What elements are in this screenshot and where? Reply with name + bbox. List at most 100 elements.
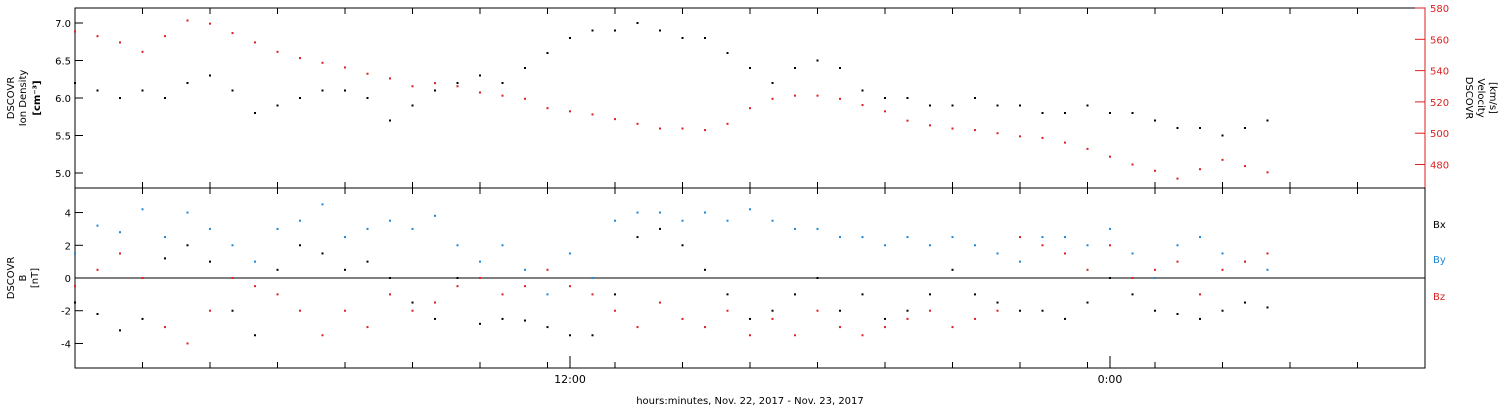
time-tick-label: 0:00 [1098, 373, 1123, 386]
by-point [276, 227, 279, 230]
density-point [569, 37, 571, 39]
bx-point [1064, 317, 1066, 320]
bz-point [546, 268, 549, 271]
density-point [546, 52, 549, 54]
bz-point [884, 326, 886, 329]
velocity-tick-label: 480 [1430, 161, 1449, 172]
bz-point [254, 285, 256, 288]
velocity-point [141, 50, 144, 53]
density-point [479, 74, 481, 77]
bz-point [164, 326, 166, 329]
density-point [704, 37, 706, 39]
bz-point [951, 326, 954, 329]
by-point [1019, 260, 1021, 263]
density-point [321, 89, 324, 92]
bx-point [344, 268, 346, 271]
velocity-point [546, 107, 549, 110]
bz-point [569, 285, 571, 288]
density-point [1176, 127, 1179, 129]
bz-point [771, 317, 774, 320]
density-point [1064, 112, 1066, 114]
velocity-point [276, 50, 279, 53]
velocity-point [1199, 168, 1201, 171]
bx-point [119, 329, 121, 332]
density-point [659, 29, 661, 32]
bx-point [1176, 313, 1179, 315]
velocity-point [906, 119, 909, 122]
b-axis-label-line-2: B [18, 274, 29, 281]
by-point [141, 208, 144, 211]
velocity-point [591, 113, 594, 116]
bz-point [906, 317, 909, 320]
density-point [1266, 119, 1269, 122]
bz-point [1019, 236, 1021, 239]
by-point [524, 268, 526, 271]
density-axis-label-line-3: [cm⁻³] [32, 80, 43, 115]
velocity-point [501, 94, 504, 97]
bx-point [816, 277, 819, 279]
density-point [1086, 104, 1089, 107]
velocity-point [929, 124, 931, 127]
bottom-series-group [74, 203, 1269, 345]
density-point [839, 67, 841, 69]
bz-point [209, 309, 211, 312]
velocity-point [704, 129, 706, 132]
bz-point [1266, 252, 1269, 255]
density-point [389, 119, 391, 122]
bx-point [614, 293, 616, 296]
top-panel-frame [74, 7, 1426, 189]
bz-point [141, 277, 144, 279]
bx-point [681, 244, 684, 247]
bx-point [299, 244, 301, 247]
velocity-point [749, 107, 751, 110]
density-point [344, 89, 346, 92]
velocity-point [839, 97, 841, 100]
bx-point [1221, 309, 1224, 312]
by-point [434, 214, 436, 217]
bz-point [276, 293, 279, 296]
by-point [389, 219, 391, 222]
bx-point [434, 317, 436, 320]
by-point [771, 219, 774, 222]
density-tick-label: 6.0 [55, 94, 71, 105]
bz-point [996, 309, 999, 312]
bx-point [771, 309, 774, 312]
velocity-tick-label: 560 [1430, 35, 1449, 46]
by-point [681, 219, 684, 222]
by-point [816, 227, 819, 230]
bx-point [569, 334, 571, 337]
bz-point [659, 301, 661, 304]
density-point [1131, 112, 1134, 114]
bz-point [1244, 260, 1246, 263]
by-point [1131, 252, 1134, 255]
bz-point [1086, 268, 1089, 271]
by-point [591, 277, 594, 279]
bz-point [524, 285, 526, 288]
density-point [1244, 127, 1246, 129]
by-point [569, 252, 571, 255]
by-point [884, 244, 886, 247]
bz-point [119, 252, 121, 255]
bx-point [546, 326, 549, 329]
bz-point [614, 309, 616, 312]
bx-point [1086, 301, 1089, 304]
bx-point [524, 319, 526, 322]
by-point [501, 244, 504, 247]
by-point [344, 236, 346, 239]
density-point [411, 104, 414, 107]
bx-point [1019, 309, 1021, 312]
bz-point [1221, 268, 1224, 271]
velocity-point [1064, 141, 1066, 144]
velocity-point [411, 85, 414, 88]
density-point [209, 74, 211, 77]
bz-point [434, 301, 436, 304]
density-point [614, 29, 616, 32]
by-point [119, 231, 121, 234]
density-point [951, 104, 954, 107]
bz-point [411, 309, 414, 312]
by-point [321, 203, 324, 206]
density-tick-label: 5.0 [55, 169, 71, 180]
by-point [906, 236, 909, 239]
by-point [1109, 227, 1111, 230]
density-point [434, 89, 436, 92]
